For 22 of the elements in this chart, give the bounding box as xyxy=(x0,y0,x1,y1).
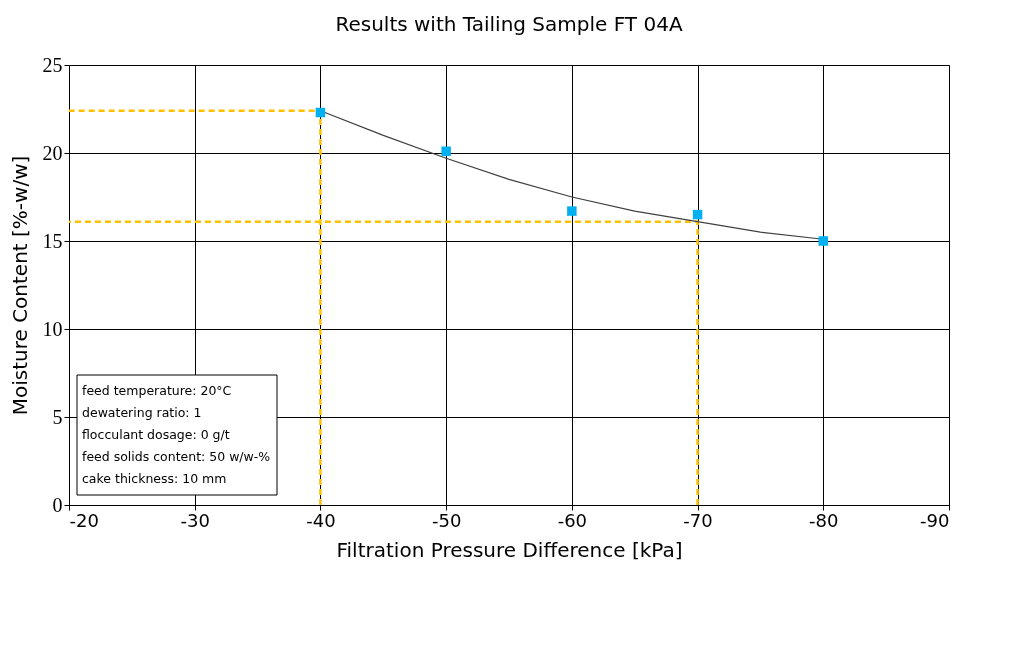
y-tick-label: 15 xyxy=(42,229,63,252)
chart-title: Results with Tailing Sample FT 04A xyxy=(335,12,683,36)
annotation: feed solids content: 50 w/w-% xyxy=(82,449,271,464)
y-tick-label: 25 xyxy=(42,53,63,76)
x-tick-label: -60 xyxy=(557,509,588,531)
x-tick-label: -90 xyxy=(920,509,950,531)
x-tick-label: -30 xyxy=(180,509,210,531)
annotation: cake thickness: 10 mm xyxy=(82,471,227,486)
x-tick-label: -20 xyxy=(69,509,99,531)
y-tick-label: 10 xyxy=(42,317,63,340)
y-axis-title: Moisture Content [%-w/w] xyxy=(7,155,32,416)
x-tick-label: -70 xyxy=(683,509,713,531)
annotation: flocculant dosage: 0 g/t xyxy=(82,427,230,442)
y-tick-label: 20 xyxy=(42,141,63,164)
annotation: feed temperature: 20°C xyxy=(82,383,232,398)
x-tick-label: -40 xyxy=(306,509,336,531)
y-tick-label: 5 xyxy=(52,405,63,428)
x-axis-title: Filtration Pressure Difference [kPa] xyxy=(336,537,683,562)
x-tick-label: -80 xyxy=(809,509,839,531)
x-tick-label: -50 xyxy=(431,509,462,531)
y-tick-label: 0 xyxy=(52,493,63,516)
annotation: dewatering ratio: 1 xyxy=(82,405,202,420)
